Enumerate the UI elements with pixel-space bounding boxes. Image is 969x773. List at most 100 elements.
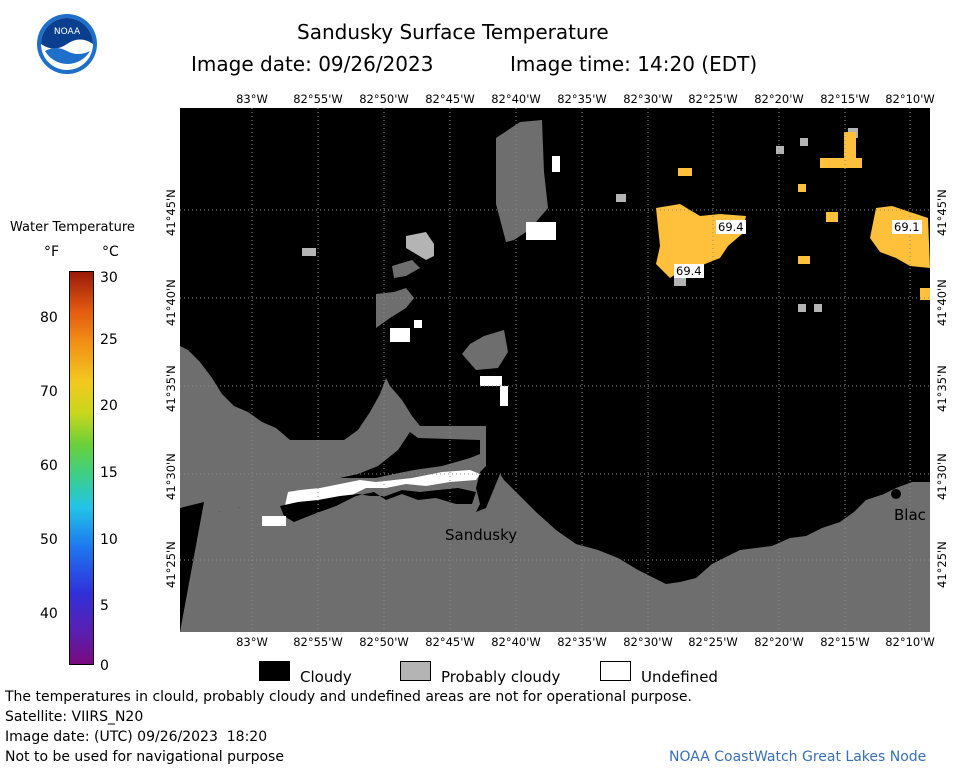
c-tick: 20: [100, 398, 118, 414]
lat-label: 41°45'N: [935, 189, 949, 236]
lon-label: 82°15'W: [820, 92, 870, 106]
f-tick: 60: [40, 458, 58, 474]
lon-label: 82°40'W: [491, 92, 541, 106]
f-tick: 50: [40, 532, 58, 548]
c-tick: 15: [100, 465, 118, 481]
f-tick: 40: [40, 606, 58, 622]
c-tick: 10: [100, 532, 118, 548]
lon-label: 83°W: [236, 92, 268, 106]
lat-label: 41°40'N: [164, 279, 178, 326]
lon-label: 82°35'W: [557, 92, 607, 106]
undefined-area: [526, 222, 556, 240]
warm-water: [678, 168, 692, 176]
image-time: Image time: 14:20 (EDT): [510, 52, 758, 76]
lon-label: 82°55'W: [293, 635, 343, 649]
undefined-area: [552, 156, 560, 172]
c-tick: 30: [100, 270, 118, 286]
probably-cloudy: [616, 194, 626, 202]
legend-label-undefined: Undefined: [641, 668, 718, 686]
lon-label: 82°45'W: [425, 92, 475, 106]
f-tick: 80: [40, 310, 58, 326]
lon-label: 83°W: [236, 635, 268, 649]
lon-label: 82°25'W: [688, 635, 738, 649]
lon-label: 82°35'W: [557, 635, 607, 649]
warm-water: [798, 184, 806, 192]
page-title: Sandusky Surface Temperature: [297, 20, 609, 44]
c-tick: 5: [100, 598, 109, 614]
map-panel: 69.4 69.4 69.1 Sandusky Blac: [180, 108, 930, 632]
warm-water: [920, 288, 930, 300]
probably-cloudy: [800, 138, 808, 146]
land: [180, 346, 930, 632]
color-scale-bar: [69, 271, 94, 665]
lat-label: 41°40'N: [935, 279, 949, 326]
probably-cloudy: [814, 304, 822, 312]
temp-reading: 69.1: [892, 220, 922, 234]
undefined-area: [284, 470, 480, 514]
footer-satellite: Satellite: VIIRS_N20: [5, 709, 144, 725]
scale-title: Water Temperature: [10, 220, 135, 235]
legend-label-probably-cloudy: Probably cloudy: [441, 668, 561, 686]
lat-label: 41°25'N: [164, 541, 178, 588]
lon-label: 82°30'W: [623, 92, 673, 106]
footer-nav-warning: Not to be used for navigational purpose: [5, 749, 284, 765]
legend-label-cloudy: Cloudy: [300, 668, 352, 686]
lat-label: 41°30'N: [164, 453, 178, 500]
warm-water: [844, 132, 856, 162]
undefined-area: [500, 386, 508, 406]
footer-note: The temperatures in clould, probably clo…: [5, 689, 692, 705]
scale-unit-c: °C: [102, 244, 119, 260]
lon-label: 82°45'W: [425, 635, 475, 649]
footer-utc-date: Image date: (UTC) 09/26/2023 18:20: [5, 729, 268, 745]
undefined-area: [414, 320, 422, 328]
lat-label: 41°25'N: [935, 541, 949, 588]
legend-swatch-undefined: [600, 661, 631, 681]
warm-water: [826, 212, 838, 222]
lat-label: 41°35'N: [164, 365, 178, 412]
undefined-area: [390, 328, 410, 342]
temp-reading: 69.4: [674, 264, 704, 278]
lat-label: 41°35'N: [935, 365, 949, 412]
c-tick: 25: [100, 332, 118, 348]
city-label: Sandusky: [445, 526, 518, 544]
f-tick: 70: [40, 384, 58, 400]
legend-swatch-cloudy: [259, 661, 290, 681]
island: [392, 260, 420, 278]
lon-label: 82°20'W: [754, 92, 804, 106]
lon-label: 82°50'W: [359, 635, 409, 649]
graticule: [180, 108, 930, 632]
lon-label: 82°20'W: [754, 635, 804, 649]
island: [462, 330, 508, 370]
noaa-logo-text: NOAA: [54, 27, 81, 37]
footer-node-link[interactable]: NOAA CoastWatch Great Lakes Node: [669, 749, 927, 765]
warm-water: [820, 158, 862, 168]
lat-label: 41°30'N: [935, 453, 949, 500]
c-tick: 0: [100, 658, 109, 674]
probably-cloudy: [674, 276, 686, 286]
image-date: Image date: 09/26/2023: [191, 52, 434, 76]
map-svg: [180, 108, 930, 632]
city-label: Blac: [894, 506, 926, 524]
lon-label: 82°55'W: [293, 92, 343, 106]
lon-label: 82°15'W: [820, 635, 870, 649]
probably-cloudy: [798, 304, 806, 312]
undefined-area: [480, 376, 502, 386]
legend-swatch-probably-cloudy: [400, 661, 431, 681]
lon-label: 82°30'W: [623, 635, 673, 649]
temp-reading: 69.4: [716, 220, 746, 234]
probably-cloudy: [406, 232, 434, 260]
island: [496, 120, 548, 242]
lon-label: 82°40'W: [491, 635, 541, 649]
city-marker: [891, 489, 901, 499]
undefined-area: [262, 516, 286, 526]
lon-label: 82°50'W: [359, 92, 409, 106]
lon-label: 82°10'W: [885, 635, 935, 649]
lon-label: 82°25'W: [688, 92, 738, 106]
lon-label: 82°10'W: [885, 92, 935, 106]
lat-label: 41°45'N: [164, 189, 178, 236]
noaa-logo: NOAA: [36, 13, 98, 75]
bay-water: [280, 488, 476, 522]
warm-water: [798, 256, 810, 264]
probably-cloudy: [776, 146, 784, 154]
scale-unit-f: °F: [44, 244, 60, 260]
